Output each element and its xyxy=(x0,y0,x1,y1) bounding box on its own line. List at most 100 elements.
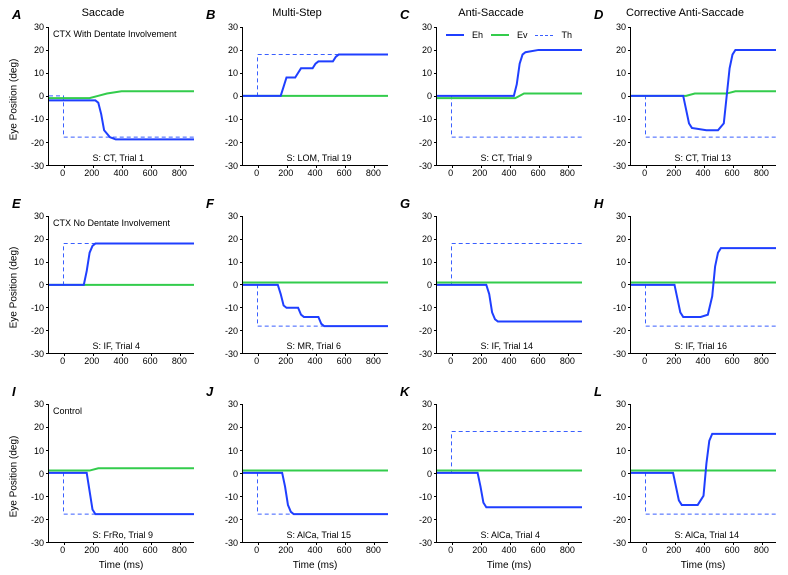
x-tick-mark xyxy=(316,353,317,356)
y-tick-label: -10 xyxy=(20,492,44,502)
trace-ev xyxy=(49,91,194,98)
x-tick-label: 0 xyxy=(60,356,65,366)
y-tick-label: -10 xyxy=(20,303,44,313)
y-tick-mark xyxy=(240,353,243,354)
x-tick-label: 200 xyxy=(278,356,293,366)
traces-svg xyxy=(437,27,582,165)
y-tick-label: 20 xyxy=(602,422,626,432)
legend-swatch xyxy=(491,34,509,36)
x-tick-mark xyxy=(568,542,569,545)
legend: EhEvTh xyxy=(446,30,572,40)
y-tick-label: 0 xyxy=(214,469,238,479)
y-tick-label: -10 xyxy=(408,114,432,124)
x-tick-label: 0 xyxy=(254,168,259,178)
x-tick-mark xyxy=(733,353,734,356)
x-tick-mark xyxy=(258,542,259,545)
y-ticks: -30-20-100102030 xyxy=(20,27,46,166)
y-tick-label: 20 xyxy=(20,422,44,432)
x-axis-label: Time (ms) xyxy=(48,560,194,571)
panel-letter: K xyxy=(400,384,409,399)
plot-area: ControlS: FrRo, Trial 9 xyxy=(48,404,194,543)
trial-note: S: AlCa, Trial 14 xyxy=(675,530,740,540)
plot-area: S: MR, Trial 6 xyxy=(242,216,388,355)
y-tick-label: 0 xyxy=(602,91,626,101)
trace-th xyxy=(243,55,388,96)
x-tick-label: 200 xyxy=(666,356,681,366)
traces-svg xyxy=(437,216,582,354)
x-tick-label: 600 xyxy=(337,545,352,555)
x-tick-mark xyxy=(675,353,676,356)
y-tick-label: 30 xyxy=(408,22,432,32)
y-tick-label: 30 xyxy=(214,211,238,221)
trial-note: S: IF, Trial 14 xyxy=(481,341,534,351)
y-ticks: -30-20-100102030 xyxy=(20,404,46,543)
x-tick-mark xyxy=(374,353,375,356)
y-tick-label: -10 xyxy=(20,114,44,124)
x-tick-label: 200 xyxy=(472,168,487,178)
x-tick-label: 400 xyxy=(307,356,322,366)
y-tick-label: -30 xyxy=(408,538,432,548)
trace-eh xyxy=(243,284,388,325)
plot-area: S: AlCa, Trial 4 xyxy=(436,404,582,543)
y-tick-label: 0 xyxy=(408,91,432,101)
y-tick-mark xyxy=(46,165,49,166)
x-tick-mark xyxy=(345,165,346,168)
plot-area: S: CT, Trial 13 xyxy=(630,27,776,166)
trace-eh xyxy=(49,100,194,139)
y-axis-label-text: Eye Position (deg) xyxy=(9,436,20,518)
y-tick-label: 10 xyxy=(20,68,44,78)
x-tick-label: 200 xyxy=(84,356,99,366)
y-tick-label: 0 xyxy=(408,469,432,479)
y-tick-label: 30 xyxy=(214,399,238,409)
x-tick-label: 800 xyxy=(560,545,575,555)
x-ticks: 0200400600800 xyxy=(48,545,194,557)
x-tick-label: 200 xyxy=(278,545,293,555)
trace-eh xyxy=(437,50,582,96)
x-tick-label: 600 xyxy=(143,168,158,178)
x-tick-mark xyxy=(374,165,375,168)
y-tick-label: 10 xyxy=(20,446,44,456)
x-ticks: 0200400600800 xyxy=(436,356,582,368)
x-ticks: 0200400600800 xyxy=(48,168,194,180)
x-tick-mark xyxy=(646,353,647,356)
trace-eh xyxy=(437,284,582,321)
x-tick-label: 800 xyxy=(754,356,769,366)
y-tick-label: -20 xyxy=(20,326,44,336)
panel-I: IEye Position (deg)Time (ms)-30-20-10010… xyxy=(6,382,200,571)
x-tick-label: 600 xyxy=(725,356,740,366)
y-tick-label: 10 xyxy=(214,68,238,78)
traces-svg xyxy=(49,216,194,354)
x-tick-mark xyxy=(704,353,705,356)
x-tick-mark xyxy=(452,165,453,168)
y-tick-label: 30 xyxy=(602,22,626,32)
y-tick-label: 20 xyxy=(408,45,432,55)
y-ticks: -30-20-100102030 xyxy=(408,216,434,355)
y-tick-label: 10 xyxy=(408,257,432,267)
y-tick-label: 20 xyxy=(602,234,626,244)
x-tick-label: 0 xyxy=(448,545,453,555)
panel-C: CAnti-Saccade-30-20-10010203002004006008… xyxy=(394,5,588,194)
panel-B: BMulti-Step-30-20-1001020300200400600800… xyxy=(200,5,394,194)
x-tick-mark xyxy=(452,353,453,356)
x-ticks: 0200400600800 xyxy=(242,545,388,557)
x-tick-label: 800 xyxy=(366,356,381,366)
x-tick-label: 800 xyxy=(754,168,769,178)
y-axis-label-text: Eye Position (deg) xyxy=(9,58,20,140)
y-tick-label: -20 xyxy=(20,515,44,525)
x-ticks: 0200400600800 xyxy=(630,356,776,368)
trace-eh xyxy=(49,473,194,514)
x-tick-mark xyxy=(481,353,482,356)
column-title: Corrective Anti-Saccade xyxy=(588,7,782,19)
traces-svg xyxy=(49,27,194,165)
plot-area: S: AlCa, Trial 14 xyxy=(630,404,776,543)
y-tick-label: -30 xyxy=(214,538,238,548)
y-axis-label: Eye Position (deg) xyxy=(8,382,20,571)
trial-note: S: CT, Trial 1 xyxy=(93,153,145,163)
y-tick-label: 10 xyxy=(408,68,432,78)
trial-note: S: CT, Trial 9 xyxy=(481,153,533,163)
plot-area: CTX With Dentate InvolvementS: CT, Trial… xyxy=(48,27,194,166)
trace-eh xyxy=(437,473,582,507)
y-tick-label: 30 xyxy=(20,22,44,32)
panel-G: G-30-20-1001020300200400600800S: IF, Tri… xyxy=(394,194,588,383)
y-tick-label: -20 xyxy=(214,326,238,336)
